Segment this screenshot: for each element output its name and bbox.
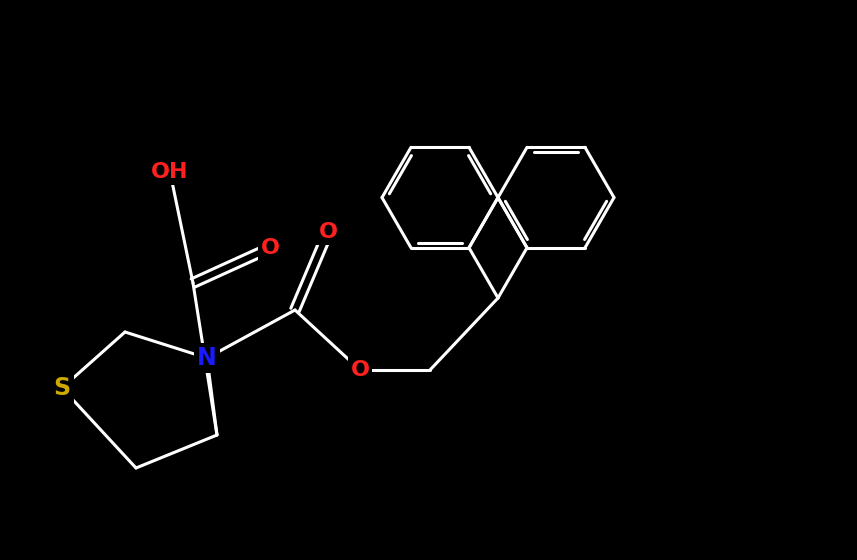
- Text: O: O: [261, 238, 279, 258]
- Text: OH: OH: [151, 162, 189, 182]
- Text: S: S: [53, 376, 70, 400]
- Text: O: O: [351, 360, 369, 380]
- Text: N: N: [197, 346, 217, 370]
- Text: O: O: [319, 222, 338, 242]
